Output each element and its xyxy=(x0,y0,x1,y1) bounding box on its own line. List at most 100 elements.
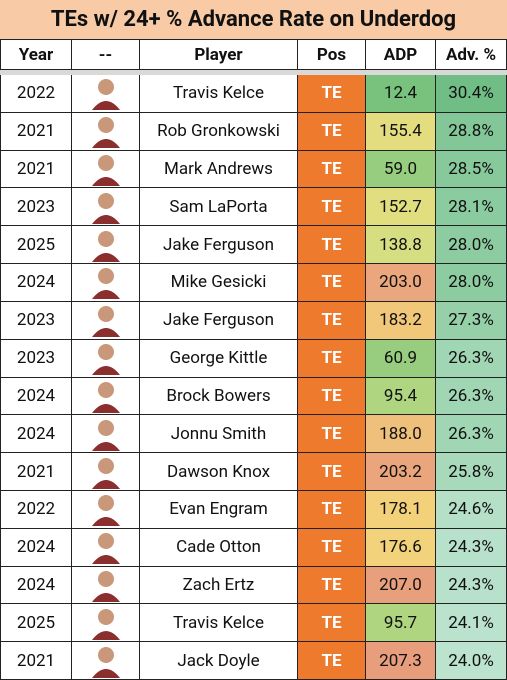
player-photo xyxy=(72,453,140,491)
position-cell: TE xyxy=(298,604,366,643)
adp-cell: 207.3 xyxy=(366,642,436,680)
year-cell: 2025 xyxy=(0,226,72,265)
year-cell: 2021 xyxy=(0,453,72,491)
player-photo xyxy=(72,490,140,529)
year-cell: 2021 xyxy=(0,642,72,680)
adp-cell: 152.7 xyxy=(366,188,436,227)
advance-rate-cell: 28.5% xyxy=(436,150,507,189)
adp-cell: 95.4 xyxy=(366,377,436,416)
year-cell: 2021 xyxy=(0,112,72,151)
player-photo xyxy=(72,642,140,680)
adp-cell: 176.6 xyxy=(366,528,436,567)
advance-rate-cell: 28.1% xyxy=(436,188,507,227)
player-cell: Mike Gesicki xyxy=(140,264,298,302)
player-photo xyxy=(72,226,140,265)
position-cell: TE xyxy=(298,188,366,227)
position-cell: TE xyxy=(298,226,366,265)
position-cell: TE xyxy=(298,75,366,113)
advance-rate-cell: 24.6% xyxy=(436,490,507,529)
player-cell: Zach Ertz xyxy=(140,566,298,605)
headshot xyxy=(91,419,120,451)
player-cell: Mark Andrews xyxy=(140,150,298,189)
column-header: Player xyxy=(140,40,298,70)
position-cell: TE xyxy=(298,301,366,340)
position-cell: TE xyxy=(298,490,366,529)
player-photo xyxy=(72,415,140,454)
headshot xyxy=(91,117,120,149)
year-cell: 2024 xyxy=(0,566,72,605)
position-cell: TE xyxy=(298,528,366,567)
advance-rate-cell: 30.4% xyxy=(436,75,507,113)
column-header: Year xyxy=(0,40,72,70)
player-cell: Travis Kelce xyxy=(140,75,298,113)
column-header: Adv. % xyxy=(436,40,507,70)
position-cell: TE xyxy=(298,339,366,378)
year-cell: 2024 xyxy=(0,415,72,454)
headshot xyxy=(91,570,120,602)
player-cell: Rob Gronkowski xyxy=(140,112,298,151)
player-cell: George Kittle xyxy=(140,339,298,378)
headshot xyxy=(91,192,120,224)
player-photo xyxy=(72,301,140,340)
adp-cell: 12.4 xyxy=(366,75,436,113)
year-cell: 2023 xyxy=(0,188,72,227)
player-cell: Travis Kelce xyxy=(140,604,298,643)
adp-cell: 138.8 xyxy=(366,226,436,265)
adp-cell: 203.0 xyxy=(366,264,436,302)
year-cell: 2024 xyxy=(0,264,72,302)
player-photo xyxy=(72,339,140,378)
adp-cell: 155.4 xyxy=(366,112,436,151)
year-cell: 2024 xyxy=(0,377,72,416)
headshot xyxy=(91,381,120,413)
player-photo xyxy=(72,604,140,643)
advance-rate-cell: 25.8% xyxy=(436,453,507,491)
spacer xyxy=(0,70,507,75)
year-cell: 2022 xyxy=(0,490,72,529)
adp-cell: 60.9 xyxy=(366,339,436,378)
adp-cell: 59.0 xyxy=(366,150,436,189)
column-header: Pos xyxy=(298,40,366,70)
headshot xyxy=(91,646,120,678)
advance-rate-cell: 24.1% xyxy=(436,604,507,643)
position-cell: TE xyxy=(298,453,366,491)
year-cell: 2021 xyxy=(0,150,72,189)
column-header: -- xyxy=(72,40,140,70)
headshot xyxy=(91,533,120,565)
position-cell: TE xyxy=(298,377,366,416)
player-photo xyxy=(72,112,140,151)
year-cell: 2025 xyxy=(0,604,72,643)
player-photo xyxy=(72,528,140,567)
player-cell: Jonnu Smith xyxy=(140,415,298,454)
adp-cell: 188.0 xyxy=(366,415,436,454)
player-photo xyxy=(72,377,140,416)
year-cell: 2023 xyxy=(0,339,72,378)
player-photo xyxy=(72,566,140,605)
player-cell: Cade Otton xyxy=(140,528,298,567)
position-cell: TE xyxy=(298,112,366,151)
adp-cell: 95.7 xyxy=(366,604,436,643)
position-cell: TE xyxy=(298,566,366,605)
advance-rate-cell: 27.3% xyxy=(436,301,507,340)
year-cell: 2023 xyxy=(0,301,72,340)
headshot xyxy=(91,457,120,489)
player-cell: Sam LaPorta xyxy=(140,188,298,227)
player-photo xyxy=(72,75,140,113)
player-cell: Jack Doyle xyxy=(140,642,298,680)
player-cell: Dawson Knox xyxy=(140,453,298,491)
headshot xyxy=(91,268,120,300)
advance-rate-cell: 24.3% xyxy=(436,528,507,567)
advance-rate-cell: 28.0% xyxy=(436,264,507,302)
headshot xyxy=(91,608,120,640)
adp-cell: 178.1 xyxy=(366,490,436,529)
position-cell: TE xyxy=(298,642,366,680)
headshot xyxy=(91,230,120,262)
headshot xyxy=(91,155,120,187)
player-cell: Evan Engram xyxy=(140,490,298,529)
player-photo xyxy=(72,188,140,227)
player-photo xyxy=(72,264,140,302)
player-cell: Brock Bowers xyxy=(140,377,298,416)
headshot xyxy=(91,495,120,527)
player-cell: Jake Ferguson xyxy=(140,301,298,340)
title: TEs w/ 24+ % Advance Rate on Underdog xyxy=(0,0,507,40)
adp-cell: 207.0 xyxy=(366,566,436,605)
